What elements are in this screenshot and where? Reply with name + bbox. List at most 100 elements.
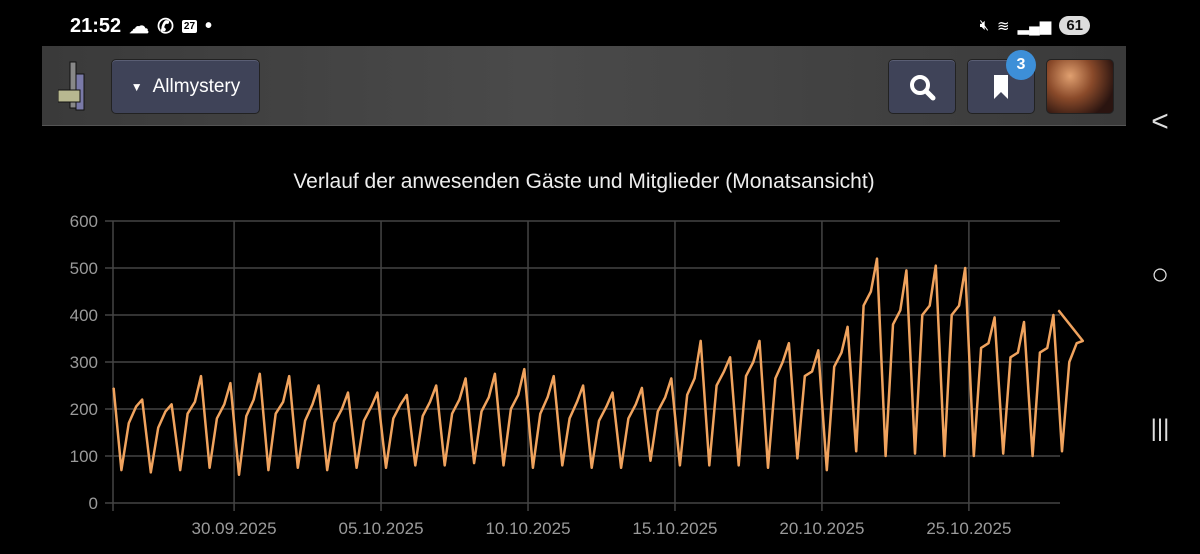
x-tick-label: 20.10.2025 — [779, 519, 864, 538]
data-point — [422, 415, 424, 417]
data-point — [1046, 347, 1048, 349]
data-point — [876, 258, 878, 260]
data-point — [539, 413, 541, 415]
avatar[interactable] — [1046, 59, 1114, 114]
data-point — [870, 291, 872, 292]
data-point — [576, 401, 578, 403]
clock: 21:52 — [70, 15, 122, 37]
data-point — [223, 403, 225, 405]
data-point — [943, 455, 945, 457]
signal-icon: ▂▄▆ — [1017, 17, 1052, 35]
data-point — [229, 382, 231, 384]
data-point — [885, 455, 887, 457]
data-point — [406, 394, 408, 396]
data-point — [1082, 340, 1084, 342]
dot-icon: • — [205, 15, 213, 37]
data-point — [157, 427, 159, 429]
data-point — [311, 403, 313, 405]
search-button[interactable] — [888, 59, 956, 114]
data-point — [1032, 455, 1034, 457]
data-point — [444, 464, 446, 466]
site-menu-label: Allmystery — [152, 75, 241, 97]
data-point — [951, 314, 953, 316]
data-point — [1039, 352, 1041, 354]
data-point — [1076, 342, 1078, 344]
data-point — [1068, 361, 1070, 363]
data-point — [347, 392, 349, 394]
data-point — [165, 410, 167, 412]
data-point — [179, 469, 181, 471]
data-point — [194, 401, 196, 403]
data-point — [612, 392, 614, 394]
system-back-button[interactable]: < — [1151, 105, 1169, 138]
data-point — [929, 305, 931, 307]
data-point — [385, 467, 387, 469]
data-point — [1023, 321, 1025, 323]
data-point — [670, 377, 672, 379]
y-tick-label: 500 — [70, 259, 98, 278]
y-tick-label: 300 — [70, 353, 98, 372]
battery-icon: 61 — [1059, 16, 1090, 35]
data-point — [1052, 314, 1054, 316]
data-point — [503, 464, 505, 466]
logo-icon[interactable] — [58, 60, 94, 112]
data-point — [356, 467, 358, 469]
data-point — [435, 385, 437, 386]
data-point — [1017, 352, 1019, 354]
x-tick-label: 25.10.2025 — [926, 519, 1011, 538]
data-point — [935, 265, 937, 267]
data-point — [245, 415, 247, 417]
data-point — [796, 457, 798, 459]
data-point — [253, 399, 255, 401]
data-point — [745, 375, 747, 377]
data-point — [494, 373, 496, 375]
data-point — [480, 410, 482, 412]
system-recents-button[interactable]: ||| — [1150, 415, 1170, 442]
data-point — [708, 464, 710, 466]
data-point — [171, 403, 173, 405]
data-point — [282, 401, 284, 403]
data-point — [1010, 356, 1012, 358]
data-point — [847, 326, 849, 328]
data-point — [774, 377, 776, 379]
data-point — [782, 361, 784, 363]
y-tick-label: 100 — [70, 447, 98, 466]
data-point — [318, 385, 320, 386]
system-home-button[interactable]: ○ — [1150, 258, 1170, 291]
data-point — [641, 387, 643, 389]
calendar-icon: 27 — [181, 20, 198, 33]
data-point — [532, 467, 534, 469]
series-line — [112, 257, 1085, 477]
data-point — [113, 387, 115, 389]
data-point — [716, 385, 718, 386]
data-point — [267, 469, 269, 471]
site-menu-button[interactable]: ▼ Allmystery — [111, 59, 260, 114]
data-point — [905, 269, 907, 271]
mute-icon: 🔇︎ — [979, 17, 990, 34]
data-point — [817, 349, 819, 351]
data-point — [899, 309, 901, 311]
data-point — [973, 455, 975, 457]
data-point — [767, 467, 769, 469]
data-point — [370, 406, 372, 408]
data-point — [334, 422, 336, 424]
data-point — [523, 368, 525, 370]
x-tick-label: 05.10.2025 — [339, 519, 424, 538]
data-point — [547, 396, 549, 398]
data-point — [686, 394, 688, 396]
y-tick-label: 0 — [89, 494, 98, 513]
data-point — [723, 370, 725, 372]
data-point — [488, 396, 490, 398]
data-point — [987, 342, 989, 344]
data-point — [414, 464, 416, 466]
data-point — [209, 467, 211, 469]
data-point — [510, 408, 512, 410]
data-point — [598, 420, 600, 422]
data-point — [150, 471, 152, 473]
bookmark-icon — [994, 74, 1008, 99]
data-point — [833, 366, 835, 368]
data-point — [275, 413, 277, 415]
data-point — [826, 469, 828, 471]
data-point — [259, 373, 261, 375]
